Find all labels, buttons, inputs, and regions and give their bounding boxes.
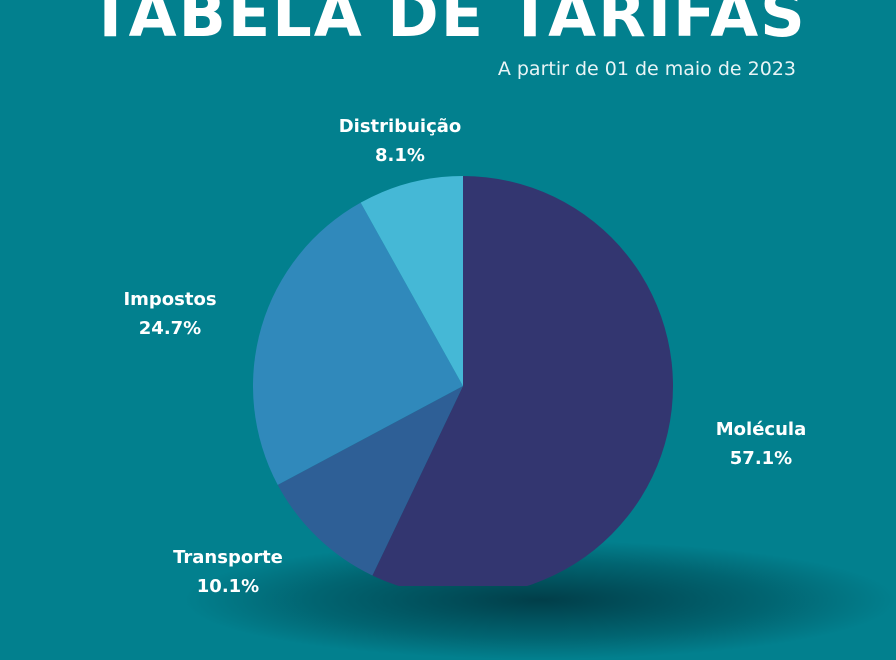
slice-value: 57.1%: [729, 448, 793, 469]
label-molecula: Molécula 57.1%: [671, 415, 851, 473]
slice-value: 8.1%: [375, 145, 425, 166]
label-impostos: Impostos 24.7%: [80, 285, 260, 343]
page-subtitle: A partir de 01 de maio de 2023: [497, 58, 796, 80]
slice-label: Transporte: [173, 547, 283, 568]
page-title: TABELA DE TARIFAS: [89, 0, 807, 51]
slice-value: 10.1%: [196, 576, 260, 597]
pie-slice-impostos: [252, 202, 463, 485]
label-distribuicao: Distribuição 8.1%: [310, 112, 490, 170]
pie-slice-distribuicao: [360, 176, 463, 386]
slice-label: Distribuição: [338, 116, 462, 137]
pie-slice-transporte: [277, 386, 463, 576]
slice-value: 24.7%: [138, 318, 202, 339]
pie-chart: [252, 176, 673, 586]
slice-label: Impostos: [123, 289, 217, 310]
pie-slice-molecula: [372, 176, 673, 586]
slice-label: Molécula: [715, 419, 807, 440]
label-transporte: Transporte 10.1%: [138, 543, 318, 601]
